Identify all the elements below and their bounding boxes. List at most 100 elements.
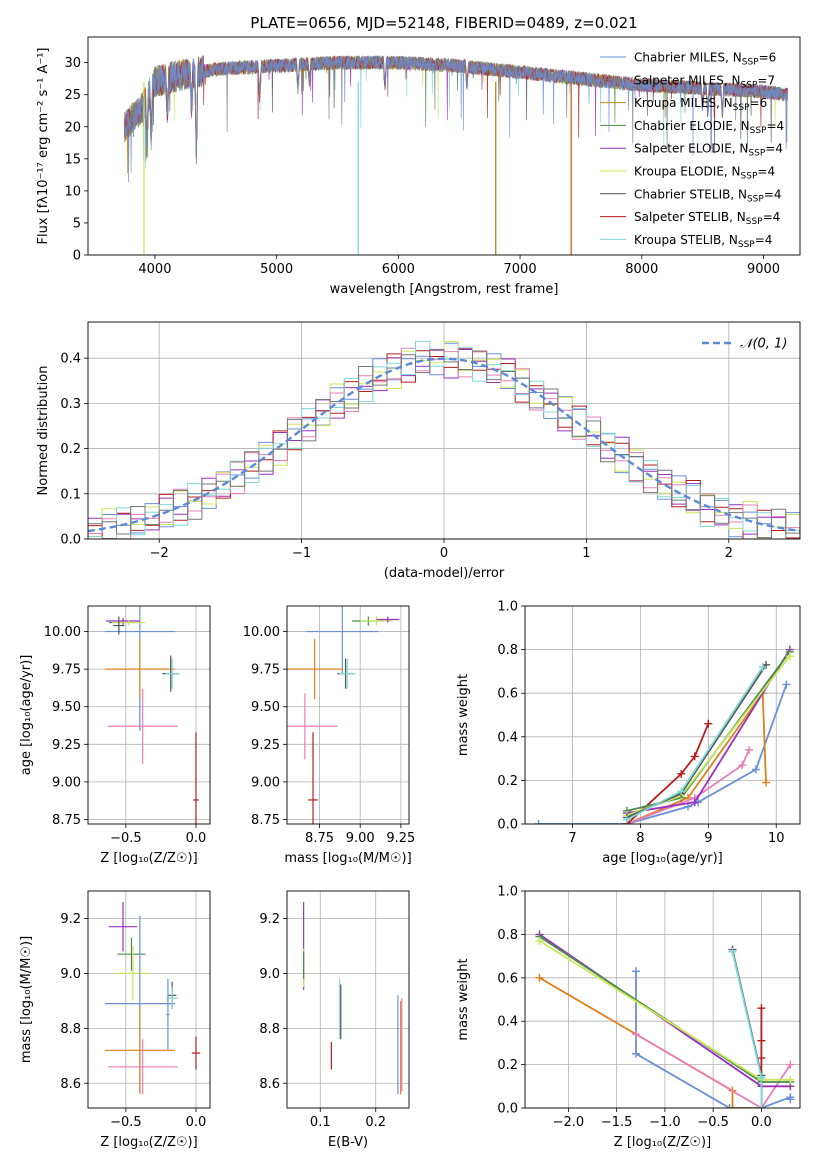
y-tick-label: 9.50 bbox=[251, 700, 280, 715]
y-tick-label: 8.8 bbox=[60, 1022, 81, 1037]
y-tick-label: 0 bbox=[73, 249, 81, 264]
plot-area bbox=[104, 606, 199, 824]
series-marker bbox=[757, 1004, 766, 1013]
series-marker bbox=[738, 761, 747, 770]
y-tick-label: 8.75 bbox=[52, 813, 81, 828]
y-tick-label: 9.00 bbox=[52, 775, 81, 790]
x-tick-label: 1 bbox=[582, 546, 590, 561]
series-marker bbox=[631, 967, 640, 976]
errorbar-point bbox=[339, 658, 356, 689]
legend-label: Kroupa MILES, NSSP=6 bbox=[634, 96, 767, 113]
y-tick-label: 8.6 bbox=[60, 1077, 81, 1092]
x-tick-label: 4000 bbox=[138, 262, 171, 277]
y-tick-label: 9.75 bbox=[251, 663, 280, 678]
x-tick-label: 6000 bbox=[382, 262, 415, 277]
series-path bbox=[626, 723, 710, 824]
series-marker bbox=[690, 798, 699, 807]
series-marker bbox=[725, 1104, 734, 1108]
x-tick-label: −1.0 bbox=[649, 1115, 681, 1130]
series-line bbox=[728, 947, 766, 1108]
series-marker bbox=[758, 663, 767, 672]
legend: 𝒩(0, 1) bbox=[702, 337, 787, 352]
chart-age-vs-Z: −0.5 0.0 8.75 9.00 9.25 9.50 9.75 10.00 Z [log₁₀… bbox=[19, 605, 211, 866]
x-tick-label: 0.1 bbox=[310, 1115, 331, 1130]
errorbar-point bbox=[104, 606, 175, 731]
x-axis-label: (data-model)/error bbox=[384, 566, 505, 581]
errorbar-point bbox=[308, 732, 318, 824]
y-tick-label: 9.25 bbox=[251, 738, 280, 753]
errorbar-point bbox=[193, 732, 199, 824]
x-tick-label: −2 bbox=[150, 546, 169, 561]
axes-frame bbox=[87, 36, 801, 256]
errorbar-point bbox=[113, 616, 125, 635]
axes-frame bbox=[524, 605, 801, 825]
axes-frame bbox=[87, 321, 801, 540]
y-tick-label: 0.8 bbox=[497, 643, 518, 658]
x-tick-label: 7 bbox=[568, 831, 576, 846]
errorbar-point bbox=[104, 639, 175, 700]
plot-area bbox=[104, 901, 201, 1095]
axes-frame bbox=[87, 605, 211, 825]
series-path bbox=[626, 749, 750, 824]
y-tick-label: 1.0 bbox=[497, 885, 518, 900]
errorbar-point bbox=[287, 639, 343, 700]
y-tick-label: 8.8 bbox=[259, 1022, 280, 1037]
axes-frame bbox=[286, 605, 410, 825]
series-marker bbox=[622, 815, 631, 824]
x-tick-label: −0.5 bbox=[697, 1115, 729, 1130]
errorbar-point bbox=[104, 1006, 175, 1095]
series-path bbox=[538, 684, 788, 824]
errorbar-point bbox=[117, 937, 146, 971]
gridlines bbox=[88, 891, 210, 1108]
series-marker bbox=[786, 1095, 795, 1104]
x-axis-label: Z [log₁₀(Z/Z☉)] bbox=[100, 1135, 197, 1150]
histogram-series bbox=[88, 348, 800, 539]
legend-label: 𝒩(0, 1) bbox=[740, 337, 787, 352]
series-marker bbox=[677, 787, 686, 796]
legend-label: Salpeter STELIB, NSSP=4 bbox=[634, 210, 780, 227]
y-tick-label: 9.0 bbox=[60, 967, 81, 982]
x-tick-label: 9 bbox=[704, 831, 712, 846]
x-tick-label: 9000 bbox=[747, 262, 780, 277]
plot-area bbox=[88, 340, 800, 539]
errorbar-point bbox=[111, 619, 146, 626]
y-axis-label: mass [log₁₀(M/M☉)] bbox=[19, 936, 34, 1063]
y-tick-label: 0.1 bbox=[60, 487, 81, 502]
series-marker bbox=[535, 936, 544, 945]
y-tick-label: 8.6 bbox=[259, 1077, 280, 1092]
x-tick-label: 7000 bbox=[504, 262, 537, 277]
y-tick-label: 0.8 bbox=[497, 928, 518, 943]
x-tick-label: 8.75 bbox=[305, 831, 334, 846]
gridlines bbox=[287, 891, 409, 1108]
x-tick-label: 5000 bbox=[260, 262, 293, 277]
y-tick-label: 9.00 bbox=[251, 775, 280, 790]
legend: Chabrier MILES, NSSP=6 Salpeter MILES, NS… bbox=[600, 51, 784, 250]
errorbar-point bbox=[191, 1036, 201, 1070]
x-axis-label: Z [log₁₀(Z/Z☉)] bbox=[100, 851, 197, 866]
errorbar-point bbox=[109, 901, 138, 952]
errorbar-point bbox=[107, 688, 178, 764]
x-axis-label: Z [log₁₀(Z/Z☉)] bbox=[614, 1135, 711, 1150]
y-tick-label: 0.2 bbox=[60, 442, 81, 457]
errorbar-point bbox=[166, 978, 170, 1051]
gaussian-curve bbox=[88, 357, 800, 533]
chart-residuals: −2 −1 0 1 2 0.0 0.1 0.2 0.3 0.4 (data-model)/error… bbox=[36, 321, 801, 581]
series-marker bbox=[762, 778, 771, 787]
y-tick-label: 5 bbox=[73, 216, 81, 231]
y-tick-label: 0.6 bbox=[497, 687, 518, 702]
plot-area bbox=[124, 54, 788, 255]
histogram-series bbox=[88, 340, 800, 539]
chart-mass-vs-Z: −0.5 0.0 8.6 8.8 9.0 9.2 Z [log₁₀(Z/Z☉)] mass [… bbox=[19, 890, 211, 1150]
legend-label: Salpeter MILES, NSSP=7 bbox=[634, 73, 775, 90]
series-marker bbox=[728, 947, 737, 956]
y-tick-label: 0.4 bbox=[497, 1015, 518, 1030]
spectrum-series-line bbox=[124, 55, 788, 173]
legend-label: Kroupa ELODIE, NSSP=4 bbox=[634, 165, 775, 182]
series-marker bbox=[631, 1030, 640, 1039]
plot-area bbox=[534, 645, 794, 824]
errorbar-point bbox=[376, 616, 400, 623]
series-marker bbox=[757, 1104, 766, 1108]
series-path bbox=[731, 951, 763, 1108]
series-marker bbox=[690, 752, 699, 761]
series-marker bbox=[745, 745, 754, 754]
